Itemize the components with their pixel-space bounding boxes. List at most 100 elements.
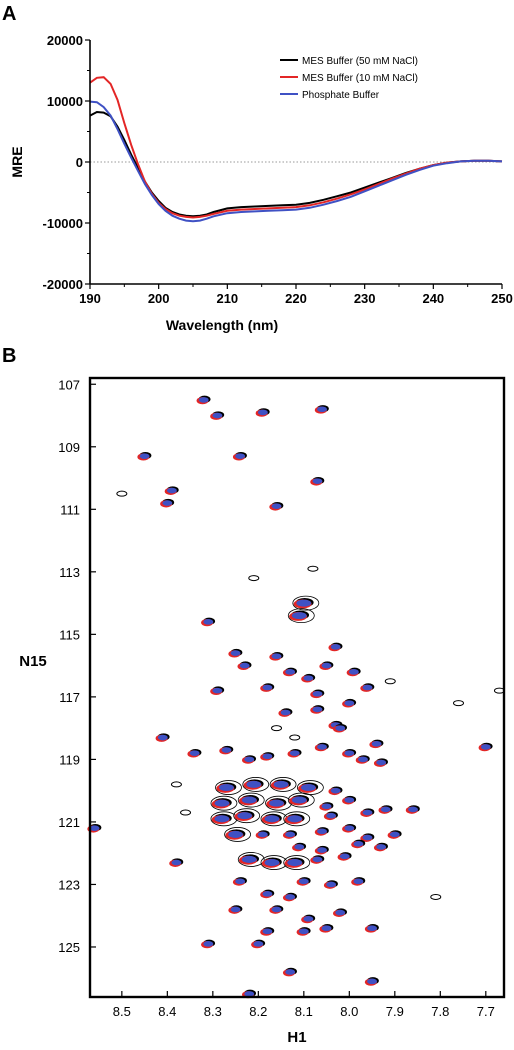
peak-blue [203, 619, 214, 625]
x-tick-label: 8.5 [113, 1004, 131, 1019]
y-tick-label: -10000 [43, 216, 83, 231]
hsqc-chart: 107 109 111 113 115 117 119 121 123 125 8.5 8.4 8.3… [19, 376, 506, 1046]
peak-blue [289, 750, 300, 756]
x-tick-label: 8.4 [158, 1004, 176, 1019]
legend-label: MES Buffer (10 mM NaCl) [302, 73, 418, 84]
peak-blue [269, 799, 284, 807]
peak-blue [162, 500, 173, 506]
peak-blue [344, 700, 355, 706]
peak-blue [330, 787, 341, 794]
peak-blue [235, 453, 246, 459]
series-line [89, 76, 503, 219]
x-tick-label: 7.7 [477, 1004, 495, 1019]
x-tick-label: 8.2 [249, 1004, 267, 1019]
peak-blue [303, 916, 314, 922]
peak-blue [339, 853, 350, 860]
series-line [89, 100, 503, 223]
peak-blue [330, 644, 341, 650]
peak-blue [321, 803, 332, 810]
peak-blue [298, 878, 309, 885]
x-tick-label: 8.1 [295, 1004, 313, 1019]
peak-blue [244, 991, 255, 997]
peak-blue [212, 687, 223, 694]
peak-blue [362, 834, 373, 841]
peak-blue [371, 740, 382, 747]
peak-blue [367, 978, 377, 985]
y-tick-label: 111 [60, 502, 80, 517]
peak-blue [214, 799, 230, 807]
x-tick-label: 8.0 [340, 1004, 358, 1019]
x-tick-label: 250 [491, 291, 513, 306]
y-tick-label: 117 [59, 690, 80, 705]
y-tick-label: 115 [59, 627, 80, 642]
peak-blue [271, 906, 282, 913]
peak-blue [312, 478, 323, 484]
peak-blue [321, 662, 332, 669]
peak-contour [430, 893, 442, 900]
peak-blue [285, 669, 296, 675]
cd-chart: 20000 10000 0 -10000 -20000 190 200 210 220… [9, 33, 513, 333]
peak-blue [294, 844, 305, 850]
peak-blue [344, 797, 355, 803]
x-tick-label: 230 [354, 291, 376, 306]
peak-contour [307, 565, 319, 572]
peak-blue [317, 847, 327, 853]
peak-blue [287, 859, 303, 867]
peak-blue [312, 706, 323, 713]
peak-blue [239, 662, 250, 669]
x-tick-label: 200 [148, 291, 170, 306]
peak-blue [376, 759, 387, 766]
peak-blue [203, 941, 214, 947]
y-tick-label: 113 [59, 565, 80, 580]
peak-blue [271, 503, 282, 509]
x-tick-label: 7.8 [431, 1004, 449, 1019]
peak-blue [344, 750, 355, 756]
peak-blue [296, 599, 312, 607]
peak-blue [291, 612, 307, 620]
peak-blue [287, 815, 303, 823]
peak-blue [348, 669, 359, 675]
y-tick-label: 123 [58, 877, 80, 892]
y-axis-label: N15 [19, 653, 47, 670]
peak-contour [269, 777, 297, 792]
peak-blue [335, 909, 346, 916]
peak-blue [389, 831, 400, 838]
peak-blue [358, 756, 368, 763]
peak-contour [233, 808, 261, 824]
peak-blue [262, 891, 273, 897]
panel-b-label: B [2, 345, 16, 367]
x-axis-label: Wavelength (nm) [166, 317, 278, 333]
peak-contour [289, 734, 301, 741]
peak-blue [285, 894, 296, 900]
peak-blue [480, 744, 491, 750]
peak-blue [221, 747, 232, 753]
peak-contour [453, 700, 465, 707]
x-tick-label: 210 [216, 291, 238, 306]
peak-contour [287, 608, 315, 623]
peak-contour [237, 792, 265, 808]
peak-contour [248, 575, 260, 582]
peak-blue [312, 690, 323, 697]
peak-contour [283, 811, 311, 827]
x-tick-label: 190 [79, 291, 101, 306]
peak-contour [242, 777, 270, 792]
panel-a-label: A [2, 3, 16, 25]
peak-contour [170, 781, 182, 788]
peak-contour [224, 827, 251, 842]
peak-blue [291, 796, 307, 804]
peak-blue [380, 806, 391, 813]
peak-contour [215, 780, 242, 795]
peak-blue [166, 487, 177, 494]
peak-blue [317, 406, 327, 413]
peak-blue [298, 928, 309, 935]
peak-blue [353, 878, 364, 885]
peak-blue [241, 855, 257, 863]
peak-blue [367, 925, 377, 932]
x-tick-label: 7.9 [386, 1004, 404, 1019]
peak-contour [384, 678, 396, 685]
peak-blue [253, 941, 264, 947]
peak-blue [214, 815, 230, 823]
peak-blue [362, 684, 373, 691]
y-tick-label: -20000 [43, 277, 83, 292]
peak-blue [285, 969, 296, 975]
